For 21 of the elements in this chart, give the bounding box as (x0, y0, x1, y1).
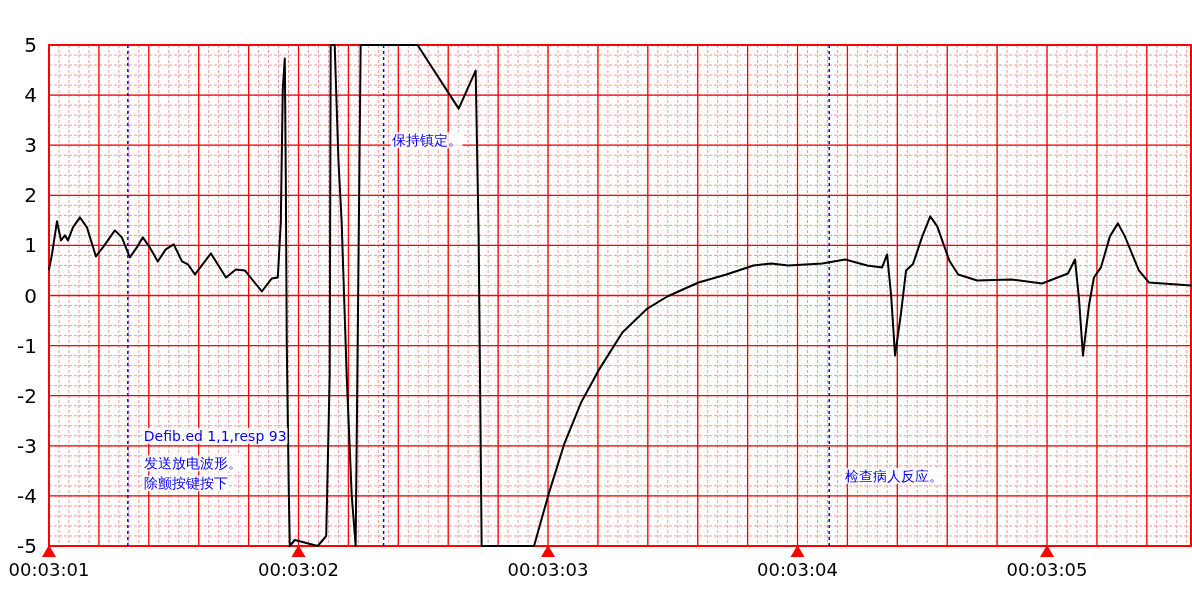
x-tick-label: 00:03:04 (757, 559, 838, 580)
y-tick-label: -5 (17, 534, 37, 558)
y-tick-label: -3 (17, 433, 37, 458)
x-tick-label: 00:03:03 (507, 559, 589, 580)
x-tick-label: 00:03:01 (8, 559, 90, 580)
ref-label: 保持镇定。 (390, 132, 463, 149)
y-tick-label: 3 (24, 133, 37, 158)
ref-label: Defib.ed 1,1,resp 93 (142, 427, 288, 444)
y-tick-label: 5 (24, 33, 37, 57)
annotation: 发送放电波形。 (142, 455, 243, 472)
y-tick-label: -4 (17, 483, 37, 508)
y-tick-label: -2 (17, 383, 37, 408)
y-tick-label: 2 (24, 183, 37, 208)
annotation: 除颤按键按下 (142, 475, 229, 492)
y-tick-label: 1 (24, 233, 37, 258)
y-tick-label: -1 (17, 333, 37, 358)
y-tick-label: 4 (24, 83, 37, 108)
x-tick-label: 00:03:02 (258, 559, 339, 580)
ref-label: 检查病人反应。 (844, 467, 945, 484)
x-tick-label: 00:03:05 (1006, 559, 1088, 580)
y-tick-label: 0 (24, 283, 37, 308)
